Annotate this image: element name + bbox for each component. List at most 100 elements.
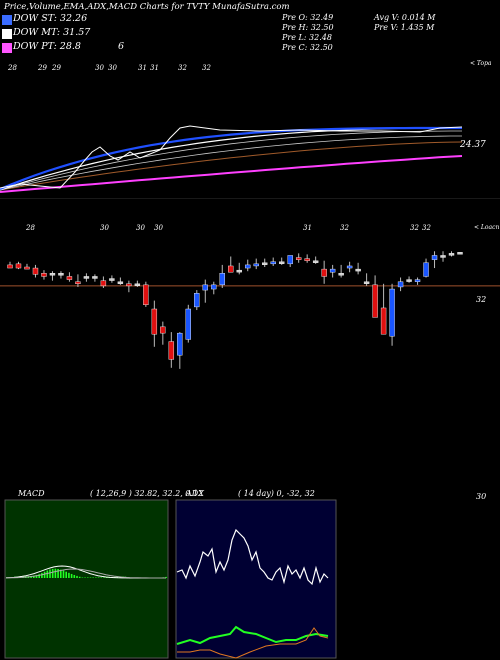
candle-body [431,255,438,260]
candle-body [414,279,421,282]
stat-prev-high: Pre H: 32.50 [282,23,334,32]
candle-body [245,264,251,269]
ema-line-grey-2 [0,130,462,191]
candle-body [75,281,81,285]
candle-body [151,308,158,335]
macd-histogram-bar [33,575,35,578]
candle-body [49,273,56,276]
price-tick-6: 32 [410,224,419,232]
adx-label: ADX [186,489,204,498]
candle-body [100,280,107,287]
macd-histogram-bar [38,574,40,578]
macd-histogram-bar [62,570,65,578]
macd-histogram-bar [103,577,105,578]
macd-histogram-bar [92,577,94,578]
legend-label-mt: DOW MT: 31.57 [13,27,91,38]
candle-body [253,263,259,267]
candle-body [329,268,336,273]
macd-histogram-bar [60,569,62,578]
macd-histogram-bar [81,577,84,578]
macd-histogram-bar [78,576,81,578]
adx-line [176,528,329,586]
candle-body [143,284,149,306]
candle-body [312,260,319,263]
ema-tick-8: 32 [202,64,211,72]
macd-histogram-bar [49,569,51,578]
candle-body [278,261,285,264]
ema-line-grey-1 [0,135,462,191]
macd-histogram-bar [70,573,73,578]
candle-body [321,268,327,277]
legend-swatch-pt [2,43,12,53]
price-panel [0,251,500,369]
legend-swatch-mt [2,29,12,39]
macd-histogram-bar [76,575,78,578]
macd-histogram-bar [46,570,49,578]
candle-body [397,281,404,288]
candle-body [236,269,242,273]
ema-value-label: 24.37 [460,140,486,150]
price-tick-0: 28 [26,224,35,232]
candle-body [423,262,429,277]
adx-background [175,499,337,659]
candle-body [92,276,98,279]
candle-body [346,265,353,269]
macd-signal-line [5,568,166,579]
adx-right-label: 30 [476,492,487,501]
candle-body [202,284,208,291]
candle-body [168,341,175,360]
legend-label-pt: DOW PT: 28.8 [13,41,81,52]
ema-tick-7: 32 [178,64,187,72]
price-right-label: 32 [476,295,487,304]
candle-body [211,284,217,290]
stat-avg-vol: Avg V: 0.014 M [374,13,436,22]
macd-values: ( 12,26,9 ) 32.82, 32.2, 0.12 [90,489,204,498]
stat-prev-vol: Pre V: 1.435 M [374,23,435,32]
adx-minus-di-line [177,627,329,659]
macd-histogram-bar [89,577,92,578]
macd-histogram-bar [105,577,108,578]
macd-histogram-bar [51,568,54,578]
candle-body [194,293,200,308]
macd-histogram-bar [97,577,100,578]
price-tick-4: 31 [303,224,312,232]
ema-tick-5: 31 [138,64,147,72]
candle-body [185,308,192,340]
ema-line-st [0,126,462,191]
price-tick-3: 30 [154,224,163,232]
macd-background [4,499,169,659]
candle-body [440,255,446,258]
ema-line-brown [0,141,463,191]
candle-body [117,281,124,284]
adx-plus-di-line [176,625,329,645]
ema-panel [0,125,500,199]
candle-body [270,261,276,265]
macd-histogram-bar [87,577,89,578]
adx-values: ( 14 day) 0, -32, 32 [238,489,315,498]
legend-extra: 6 [118,41,125,52]
price-corner-label: < Loacn [474,224,500,231]
candle-body [457,252,463,255]
candle-body [126,283,132,287]
candle-body [83,276,90,279]
candle-body [406,279,412,282]
ema-tick-6: 31 [150,64,159,72]
candle-body [372,284,378,318]
ema-corner-label: < Topa [470,60,492,67]
candle-body [355,268,361,272]
stat-prev-close: Pre C: 32.50 [282,43,333,52]
ema-line-pt [0,155,463,193]
candle-body [380,307,387,335]
ema-tick-0: 28 [8,64,17,72]
legend-label-st: DOW ST: 32.26 [13,13,88,24]
candle-body [338,273,344,276]
macd-histogram-bar [165,576,167,578]
candle-body [262,262,268,265]
candle-body [287,255,293,265]
candle-body [219,273,225,286]
candle-body [24,266,30,270]
candle-body [41,273,47,277]
macd-histogram-bar [41,572,43,578]
candle-body [389,288,395,337]
